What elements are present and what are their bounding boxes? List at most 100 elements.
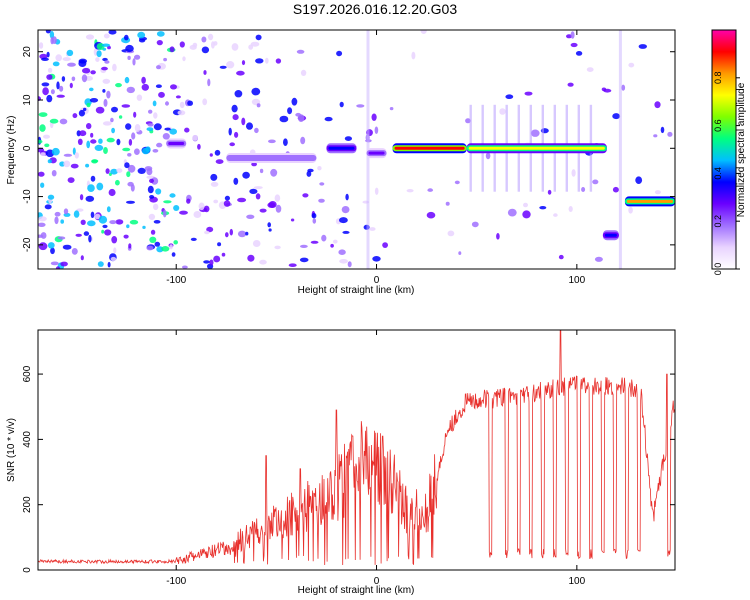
heatmap-speckle [44,204,52,210]
heatmap-speckle [213,255,221,263]
heatmap-speckle [225,232,229,238]
heatmap-speckle [104,60,110,64]
heatmap-speckle [268,139,276,144]
heatmap-speckle [406,189,414,193]
heatmap-speckle [237,197,247,203]
heatmap-speckle [249,188,258,194]
heatmap-speckle [586,67,594,72]
heatmap-xtick-label: 0 [374,275,380,286]
heatmap-speckle [161,246,170,252]
heatmap-speckle [147,185,154,194]
heatmap-speckle [570,42,578,48]
colorbar-gradient [711,29,737,270]
heatmap-speckle [165,101,169,106]
heatmap-speckle [38,222,46,227]
colorbar-tick-label: 0.2 [713,215,723,228]
colorbar-tick-label: 0.8 [713,72,723,85]
heatmap-speckle [570,31,575,39]
heatmap-speckle [250,41,260,47]
heatmap-band-core [468,146,605,150]
heatmap-speckle [330,243,334,248]
heatmap-speckle [72,113,78,119]
heatmap-speckle [122,147,131,152]
heatmap-speckle [66,49,74,57]
heatmap-speckle [39,124,46,132]
heatmap-speckle [40,232,47,239]
heatmap-speckle [192,134,198,141]
heatmap-speckle [660,126,665,134]
heatmap-speckle [311,213,317,219]
heatmap-speckle [110,117,114,123]
heatmap-speckle [628,206,633,214]
snr-ytick-label: 400 [22,431,33,448]
heatmap-speckle [81,74,88,83]
heatmap-speckle [107,45,111,50]
heatmap-speckle [127,55,131,61]
heatmap-speckle [153,203,159,211]
heatmap-ytick-label: 10 [22,94,33,106]
heatmap-speckle [207,78,211,87]
snr-xtick-label: -100 [166,576,186,587]
heatmap-ylabel: Frequency (Hz) [6,116,17,185]
heatmap-speckle [169,193,176,198]
heatmap-speckle [56,81,60,90]
heatmap-speckle [87,184,95,193]
heatmap-speckle [163,57,168,62]
heatmap-speckle [170,84,177,90]
heatmap-speckle [255,193,261,200]
heatmap-speckle [594,256,603,262]
heatmap-speckle [79,130,87,137]
heatmap-frame [37,29,676,270]
heatmap-speckle [317,166,322,171]
heatmap-band-core [168,141,185,145]
heatmap-speckle [505,94,514,99]
heatmap-speckle [635,176,643,184]
heatmap-speckle [74,152,80,159]
heatmap-speckle [150,229,156,235]
heatmap-speckle [43,134,50,139]
heatmap-speckle [152,149,159,153]
heatmap-speckle [206,226,214,233]
heatmap-speckle [78,58,88,64]
heatmap-ytick-label: -20 [22,237,33,252]
heatmap-speckle [80,255,84,261]
heatmap-speckle [121,104,131,108]
heatmap-speckle [302,193,309,198]
heatmap-speckle [59,118,68,125]
heatmap-speckle [76,208,84,212]
heatmap-speckle [38,242,48,251]
heatmap-speckle [186,198,191,204]
heatmap-speckle [55,266,61,269]
heatmap-speckle [246,214,255,219]
heatmap-speckle [256,103,261,108]
heatmap-speckle [42,87,49,96]
heatmap-speckle [111,106,118,113]
heatmap-speckle [90,70,96,75]
heatmap-speckle [90,175,96,182]
heatmap-speckle [79,194,84,201]
heatmap-speckle [108,188,116,197]
heatmap-speckle [136,94,143,101]
heatmap-speckle [148,213,156,220]
heatmap-speckle [137,167,146,174]
heatmap-speckle [275,204,282,213]
heatmap-speckle [265,57,269,64]
heatmap-speckle [63,208,69,215]
heatmap-ytick-label: 20 [22,46,33,58]
heatmap-speckle [231,104,238,113]
heatmap-speckle [567,82,574,87]
heatmap-speckle [89,87,94,92]
heatmap-band-core [328,146,355,150]
heatmap-speckle [75,233,82,237]
heatmap-speckle [47,194,55,200]
heatmap-speckle [547,189,552,195]
heatmap-speckle [149,236,157,243]
heatmap-band-core [368,151,385,155]
heatmap-speckle [653,134,658,138]
heatmap-speckle [90,132,94,138]
heatmap-speckle [108,30,117,35]
heatmap-speckle [524,91,533,96]
heatmap-speckle [110,168,118,175]
heatmap-speckle [300,136,306,145]
